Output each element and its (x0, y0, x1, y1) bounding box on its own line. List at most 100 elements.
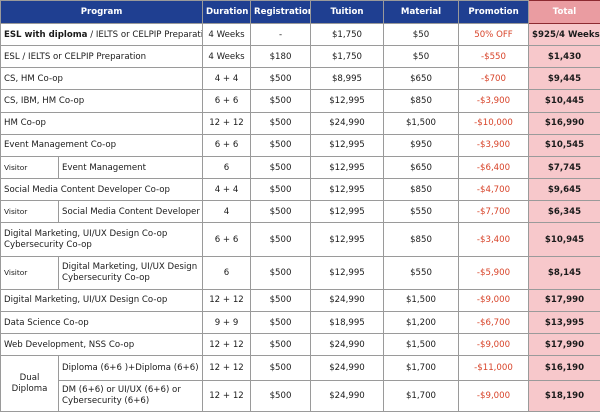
tuition-cell: $18,995 (310, 311, 384, 335)
total-cell: $7,745 (528, 155, 600, 180)
duration-cell: 12 + 12 (202, 288, 251, 313)
duration-cell: 12 + 12 (202, 111, 251, 135)
tuition-cell: $12,995 (310, 155, 384, 180)
material-cell: $650 (383, 67, 459, 91)
program-cell: Diploma (6+6 )+Diploma (6+6) (58, 355, 203, 381)
visitor-label: Visitor (0, 155, 59, 180)
tuition-cell: $1,750 (310, 45, 384, 69)
visitor-label: Visitor (0, 200, 59, 224)
registration-cell: $500 (250, 89, 311, 113)
duration-cell: 6 (202, 255, 251, 290)
header-promotion: Promotion (458, 0, 529, 24)
duration-cell: 6 + 6 (202, 89, 251, 113)
total-cell: $18,190 (528, 379, 600, 412)
total-cell: $16,190 (528, 355, 600, 381)
tuition-cell: $12,995 (310, 200, 384, 224)
program-cell: Web Development, NSS Co-op (0, 333, 203, 357)
registration-cell: $500 (250, 155, 311, 180)
table-row: DM (6+6) or UI/UX (6+6) or Cybersecurity … (1, 379, 600, 412)
table-row: Visitor Event Management 6 $500 $12,995 … (0, 155, 600, 180)
material-cell: $850 (383, 178, 459, 202)
total-cell: $13,995 (528, 311, 600, 335)
duration-cell: 6 (202, 155, 251, 180)
header-duration: Duration (202, 0, 251, 24)
total-cell: $16,990 (528, 111, 600, 135)
total-cell: $925/4 Weeks (528, 22, 600, 47)
header-total: Total (528, 0, 600, 24)
tuition-cell: $24,990 (310, 288, 384, 313)
duration-cell: 4 + 4 (202, 178, 251, 202)
dual-diploma-label: Dual Diploma (0, 355, 59, 412)
program-cell: Digital Marketing, UI/UX Design Co-op (0, 288, 203, 313)
promotion-cell: -$5,900 (458, 255, 529, 290)
header-program: Program (0, 0, 203, 24)
promotion-cell: -$6,700 (458, 311, 529, 335)
table-row: Digital Marketing, UI/UX Design Co-op Cyb… (0, 222, 600, 257)
table-row: Digital Marketing, UI/UX Design Co-op 12… (0, 288, 600, 313)
program-cell: Social Media Content Developer Co-op (0, 178, 203, 202)
program-cell: CS, HM Co-op (0, 67, 203, 91)
material-cell: $850 (383, 89, 459, 113)
total-cell: $1,430 (528, 45, 600, 69)
total-cell: $17,990 (528, 288, 600, 313)
material-cell: $950 (383, 133, 459, 157)
material-cell: $850 (383, 222, 459, 257)
duration-cell: 12 + 12 (202, 379, 251, 412)
registration-cell: $500 (250, 178, 311, 202)
table-row: ESL / IELTS or CELPIP Preparation 4 Week… (0, 45, 600, 69)
registration-cell: $500 (250, 355, 311, 381)
duration-cell: 6 + 6 (202, 222, 251, 257)
table-row: ESL with diploma / IELTS or CELPIP Prepa… (0, 22, 600, 47)
program-cell: Event Management Co-op (0, 133, 203, 157)
total-cell: $9,645 (528, 178, 600, 202)
program-cell: ESL / IELTS or CELPIP Preparation (0, 45, 203, 69)
registration-cell: $500 (250, 333, 311, 357)
tuition-cell: $24,990 (310, 379, 384, 412)
program-cell: Event Management (58, 155, 203, 180)
table-row: Dual Diploma Diploma (6+6 )+Diploma (6+6)… (0, 355, 600, 412)
promotion-cell: -$3,900 (458, 133, 529, 157)
registration-cell: $500 (250, 379, 311, 412)
program-cell: Data Science Co-op (0, 311, 203, 335)
program-cell: Digital Marketing, UI/UX Design Co-op Cyb… (0, 222, 203, 257)
promotion-cell: -$700 (458, 67, 529, 91)
program-cell: Social Media Content Developer (58, 200, 203, 224)
header-registration: Registration (250, 0, 311, 24)
registration-cell: $500 (250, 200, 311, 224)
material-cell: $1,500 (383, 111, 459, 135)
total-cell: $17,990 (528, 333, 600, 357)
material-cell: $1,500 (383, 333, 459, 357)
tuition-cell: $8,995 (310, 67, 384, 91)
promotion-cell: -$11,000 (458, 355, 529, 381)
promotion-cell: -$4,700 (458, 178, 529, 202)
table-row: HM Co-op 12 + 12 $500 $24,990 $1,500 -$1… (0, 111, 600, 135)
promotion-cell: -$10,000 (458, 111, 529, 135)
material-cell: $650 (383, 155, 459, 180)
program-cell: Digital Marketing, UI/UX Design Cybersecu… (58, 255, 203, 290)
duration-cell: 4 (202, 200, 251, 224)
material-cell: $50 (383, 22, 459, 47)
duration-cell: 6 + 6 (202, 133, 251, 157)
header-tuition: Tuition (310, 0, 384, 24)
total-cell: $9,445 (528, 67, 600, 91)
promotion-cell: -$6,400 (458, 155, 529, 180)
table-row: Event Management Co-op 6 + 6 $500 $12,99… (0, 133, 600, 157)
duration-cell: 4 Weeks (202, 45, 251, 69)
table-row: Visitor Social Media Content Developer 4… (0, 200, 600, 224)
promotion-cell: -$9,000 (458, 379, 529, 412)
promotion-cell: -$9,000 (458, 288, 529, 313)
promotion-cell: 50% OFF (458, 22, 529, 47)
material-cell: $550 (383, 255, 459, 290)
program-cell: CS, IBM, HM Co-op (0, 89, 203, 113)
program-cell: DM (6+6) or UI/UX (6+6) or Cybersecurity … (58, 379, 203, 412)
duration-cell: 12 + 12 (202, 333, 251, 357)
total-cell: $6,345 (528, 200, 600, 224)
tuition-cell: $1,750 (310, 22, 384, 47)
promotion-cell: -$550 (458, 45, 529, 69)
registration-cell: $500 (250, 111, 311, 135)
promotion-cell: -$9,000 (458, 333, 529, 357)
registration-cell: $500 (250, 67, 311, 91)
table-row: CS, HM Co-op 4 + 4 $500 $8,995 $650 -$70… (0, 67, 600, 91)
table-row: Web Development, NSS Co-op 12 + 12 $500 … (0, 333, 600, 357)
